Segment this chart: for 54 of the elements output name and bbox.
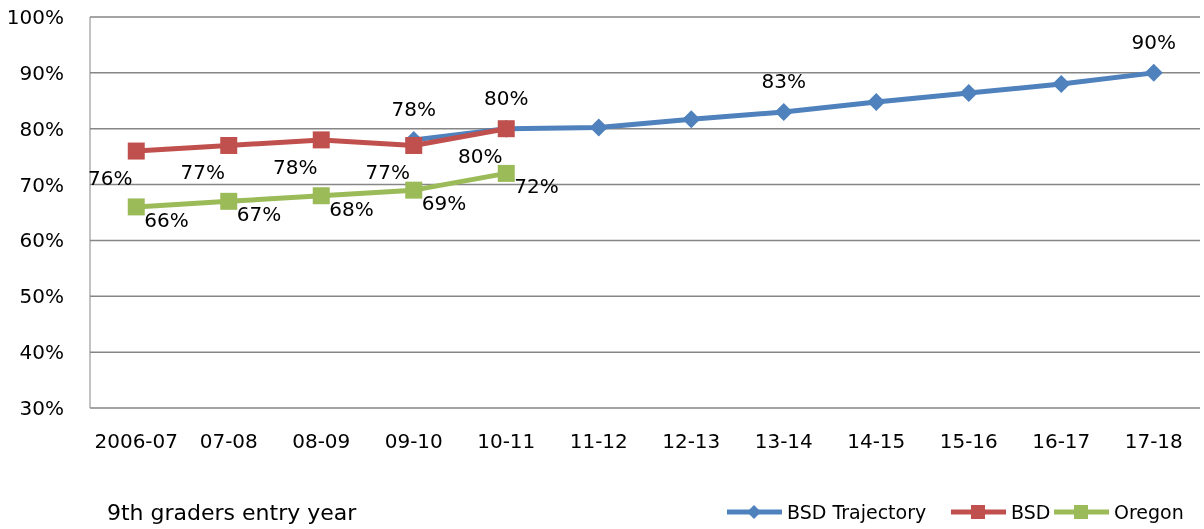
point [959,83,978,102]
point [1052,75,1071,94]
data-label: 66% [144,207,189,232]
y-tick-label: 50% [19,284,64,309]
point [312,131,330,149]
data-label: 76% [88,166,133,191]
x-tick-label: 2006-07 [94,429,179,453]
point [312,187,330,205]
point [1144,63,1163,82]
data-label: 72% [514,174,559,199]
point [682,110,701,129]
data-label: 78% [273,154,318,179]
y-tick-label: 30% [19,396,64,420]
x-tick-label: 16-17 [1032,429,1091,453]
y-tick-label: 60% [19,228,64,253]
data-label: 69% [421,191,467,216]
data-label: 80% [458,143,503,168]
y-tick-label: 80% [19,116,64,141]
data-label: 77% [365,160,410,185]
x-axis-title: 9th graders entry year [107,500,358,525]
x-tick-label: 08-09 [292,429,351,453]
point [127,142,145,160]
legend-label: Oregon [1114,500,1184,523]
data-label: 77% [180,160,225,185]
x-tick-label: 07-08 [199,429,258,453]
point [220,136,238,154]
x-tick-label: 09-10 [384,429,443,453]
x-tick-label: 10-11 [477,429,536,453]
point [774,102,793,121]
data-label: 83% [761,68,806,93]
data-label: 78% [391,96,436,121]
x-tick-label: 11-12 [569,429,628,453]
data-label: 68% [329,196,374,221]
point [220,192,238,210]
legend-label: BSD [1011,500,1051,523]
point [127,198,145,216]
data-label: 80% [484,85,529,110]
x-tick-label: 17-18 [1124,429,1183,453]
data-label: 90% [1131,29,1176,54]
point [589,118,608,137]
point [405,136,423,154]
y-tick-label: 70% [19,172,64,197]
x-tick-label: 15-16 [939,429,998,453]
x-tick-label: 12-13 [662,429,721,453]
point [497,164,515,182]
x-tick-label: 14-15 [847,429,906,453]
y-tick-label: 40% [19,340,64,365]
point [405,181,423,199]
y-tick-label: 90% [19,60,64,85]
point [867,92,886,111]
data-label: 67% [236,202,282,227]
y-tick-label: 100% [6,5,64,29]
legend-label: BSD Trajectory [787,500,927,523]
x-tick-label: 13-14 [754,429,813,453]
